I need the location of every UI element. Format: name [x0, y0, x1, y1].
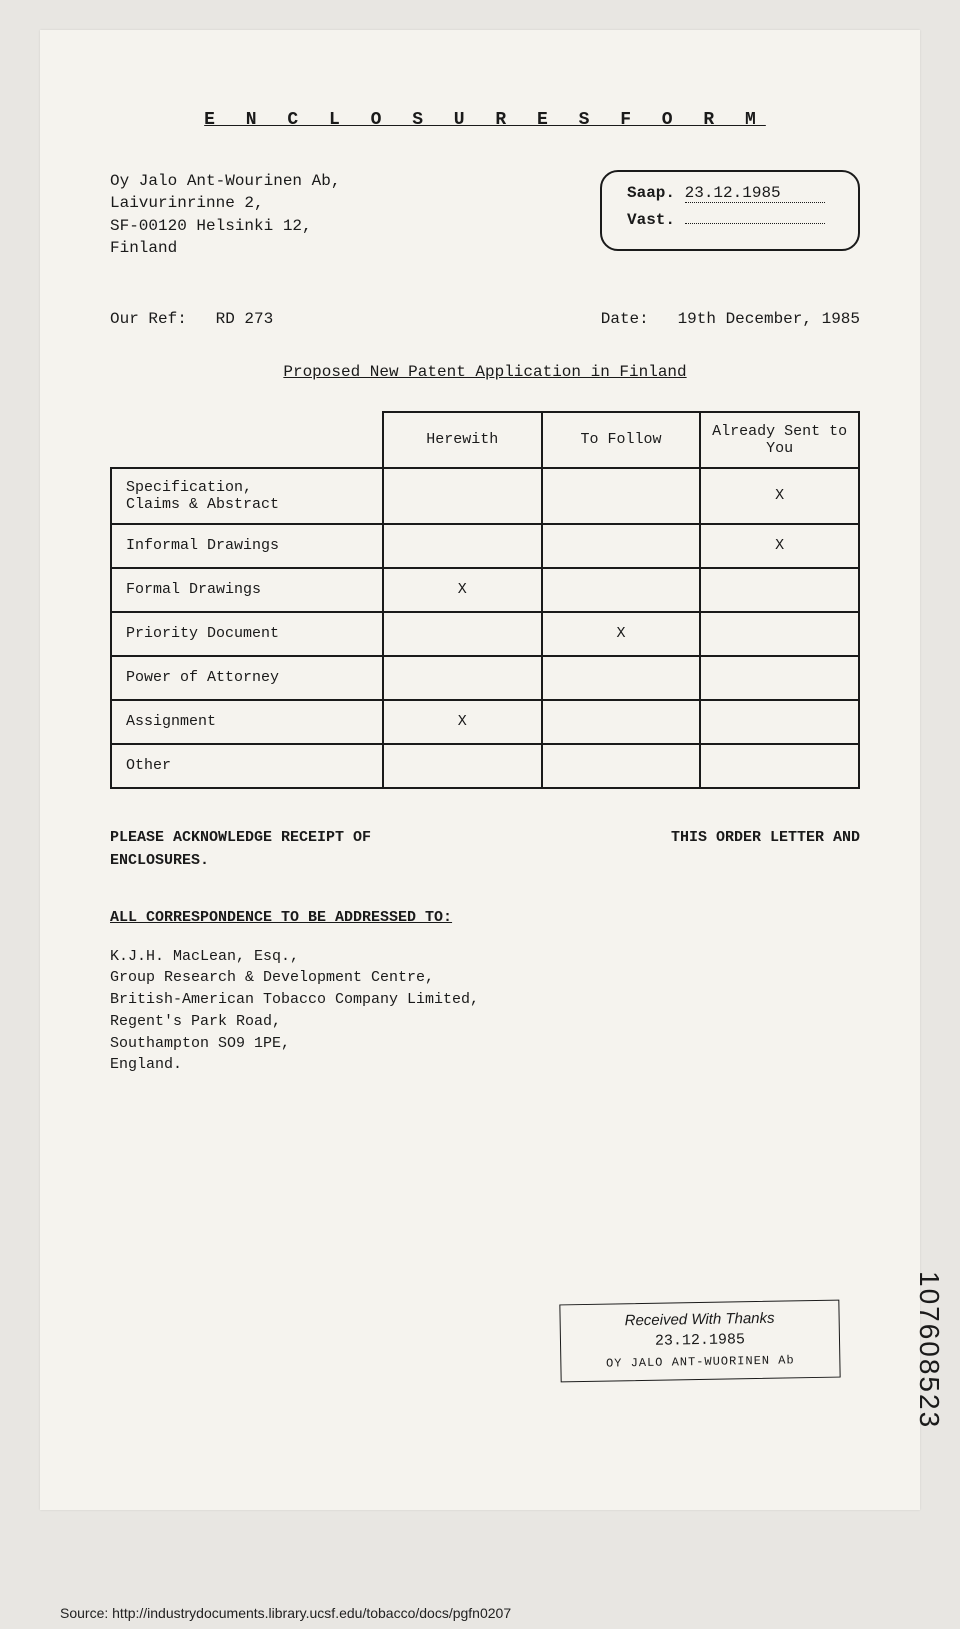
- enclosures-table-container: Herewith To Follow Already Sent to You S…: [110, 411, 860, 789]
- mark-cell: [542, 656, 701, 700]
- table-header-row: Herewith To Follow Already Sent to You: [111, 412, 859, 468]
- row-label: Specification, Claims & Abstract: [111, 468, 383, 524]
- mark-cell: [383, 612, 542, 656]
- row-label: Assignment: [111, 700, 383, 744]
- recipient-address: Oy Jalo Ant-Wourinen Ab, Laivurinrinne 2…: [110, 170, 340, 260]
- date-label: Date:: [601, 310, 649, 328]
- address-line: Finland: [110, 237, 340, 259]
- ref-value: RD 273: [216, 310, 274, 328]
- ref-label: Our Ref:: [110, 310, 187, 328]
- stamp-label: Saap.: [627, 184, 675, 202]
- col-header: To Follow: [542, 412, 701, 468]
- stamp-label: Vast.: [627, 211, 675, 229]
- row-label: Other: [111, 744, 383, 788]
- mark-cell: X: [383, 700, 542, 744]
- form-title: E N C L O S U R E S F O R M: [110, 110, 860, 130]
- corr-line: England.: [110, 1054, 860, 1076]
- col-header: Herewith: [383, 412, 542, 468]
- mark-cell: [542, 524, 701, 568]
- mark-cell: [700, 700, 859, 744]
- mark-cell: [383, 524, 542, 568]
- corr-line: Southampton SO9 1PE,: [110, 1033, 860, 1055]
- address-line: Oy Jalo Ant-Wourinen Ab,: [110, 170, 340, 192]
- row-label: Power of Attorney: [111, 656, 383, 700]
- received-signature: OY JALO ANT-WUORINEN Ab: [581, 1353, 819, 1371]
- correspondence-address: K.J.H. MacLean, Esq., Group Research & D…: [110, 946, 860, 1077]
- stamp-line: Vast.: [627, 211, 833, 229]
- mark-cell: [542, 568, 701, 612]
- mark-cell: X: [383, 568, 542, 612]
- ack-end: ENCLOSURES.: [110, 852, 860, 869]
- table-row: Priority Document X: [111, 612, 859, 656]
- mark-cell: X: [700, 468, 859, 524]
- table-row: Specification, Claims & Abstract X: [111, 468, 859, 524]
- mark-cell: [383, 468, 542, 524]
- address-line: SF-00120 Helsinki 12,: [110, 215, 340, 237]
- document-date: Date: 19th December, 1985: [601, 310, 860, 328]
- header-row: Oy Jalo Ant-Wourinen Ab, Laivurinrinne 2…: [110, 170, 860, 260]
- col-header: Already Sent to You: [700, 412, 859, 468]
- mark-cell: [542, 700, 701, 744]
- corr-line: British-American Tobacco Company Limited…: [110, 989, 860, 1011]
- stamp-line: Saap. 23.12.1985: [627, 184, 833, 203]
- acknowledgement-row: PLEASE ACKNOWLEDGE RECEIPT OF THIS ORDER…: [110, 829, 860, 846]
- reference: Our Ref: RD 273: [110, 310, 273, 328]
- row-label: Informal Drawings: [111, 524, 383, 568]
- row-label: Formal Drawings: [111, 568, 383, 612]
- stamp-value: [685, 223, 825, 224]
- application-subtitle: Proposed New Patent Application in Finla…: [110, 363, 860, 381]
- ack-left: PLEASE ACKNOWLEDGE RECEIPT OF: [110, 829, 371, 846]
- mark-cell: [542, 744, 701, 788]
- receipt-stamp-box: Saap. 23.12.1985 Vast.: [600, 170, 860, 251]
- corr-line: Regent's Park Road,: [110, 1011, 860, 1033]
- corr-line: K.J.H. MacLean, Esq.,: [110, 946, 860, 968]
- table-row: Informal Drawings X: [111, 524, 859, 568]
- received-stamp: Received With Thanks 23.12.1985 OY JALO …: [559, 1300, 840, 1383]
- mark-cell: [700, 568, 859, 612]
- mark-cell: X: [542, 612, 701, 656]
- document-number: 107608523: [913, 1271, 945, 1429]
- ref-date-row: Our Ref: RD 273 Date: 19th December, 198…: [110, 310, 860, 328]
- enclosures-table: Herewith To Follow Already Sent to You S…: [110, 411, 860, 789]
- empty-header: [111, 412, 383, 468]
- table-row: Formal DrawingsX: [111, 568, 859, 612]
- address-line: Laivurinrinne 2,: [110, 192, 340, 214]
- corr-line: Group Research & Development Centre,: [110, 967, 860, 989]
- mark-cell: [383, 744, 542, 788]
- stamp-value: 23.12.1985: [685, 184, 825, 203]
- mark-cell: [700, 612, 859, 656]
- ack-right: THIS ORDER LETTER AND: [671, 829, 860, 846]
- document-page: E N C L O S U R E S F O R M Oy Jalo Ant-…: [40, 30, 920, 1510]
- table-row: AssignmentX: [111, 700, 859, 744]
- received-line: Received With Thanks: [580, 1309, 818, 1330]
- mark-cell: [383, 656, 542, 700]
- mark-cell: [700, 744, 859, 788]
- mark-cell: X: [700, 524, 859, 568]
- table-row: Power of Attorney: [111, 656, 859, 700]
- source-url: Source: http://industrydocuments.library…: [60, 1605, 511, 1621]
- table-row: Other: [111, 744, 859, 788]
- date-value: 19th December, 1985: [678, 310, 860, 328]
- mark-cell: [542, 468, 701, 524]
- received-date: 23.12.1985: [581, 1330, 819, 1351]
- mark-cell: [700, 656, 859, 700]
- row-label: Priority Document: [111, 612, 383, 656]
- correspondence-label: ALL CORRESPONDENCE TO BE ADDRESSED TO:: [110, 909, 860, 926]
